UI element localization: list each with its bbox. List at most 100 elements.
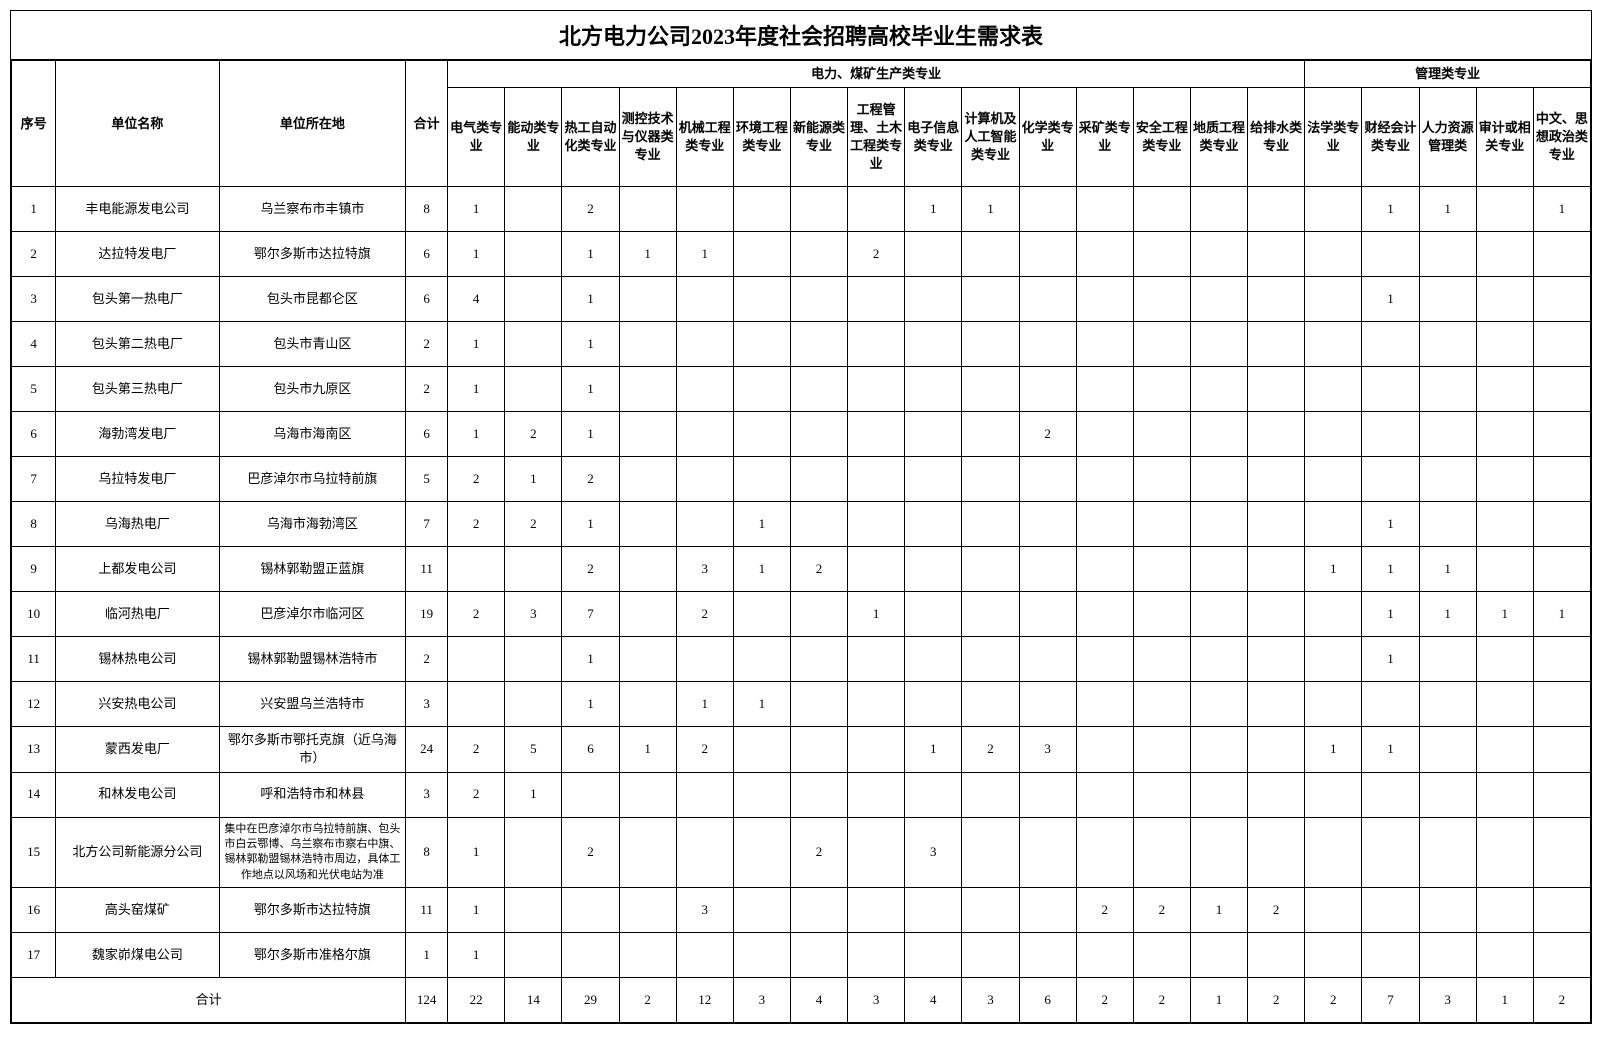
- cell-value: [1190, 933, 1247, 978]
- cell-value: [448, 637, 505, 682]
- cell-value: [733, 322, 790, 367]
- cell-value: 4: [448, 277, 505, 322]
- cell-total: 11: [406, 547, 448, 592]
- cell-value: [1019, 592, 1076, 637]
- table-row: 13蒙西发电厂鄂尔多斯市鄂托克旗（近乌海市）242561212311: [12, 727, 1591, 772]
- footer-value: 3: [733, 978, 790, 1023]
- cell-value: [1133, 277, 1190, 322]
- cell-value: [848, 547, 905, 592]
- cell-unit-location: 鄂尔多斯市达拉特旗: [219, 232, 406, 277]
- cell-value: [1133, 502, 1190, 547]
- cell-value: [848, 502, 905, 547]
- footer-value: 2: [1133, 978, 1190, 1023]
- cell-value: 1: [1362, 277, 1419, 322]
- cell-value: [905, 502, 962, 547]
- cell-index: 16: [12, 888, 56, 933]
- cell-total: 19: [406, 592, 448, 637]
- cell-value: [1419, 502, 1476, 547]
- cell-index: 11: [12, 637, 56, 682]
- cell-value: [1476, 322, 1533, 367]
- cell-value: 3: [676, 547, 733, 592]
- cell-value: [1248, 682, 1305, 727]
- cell-value: 1: [733, 502, 790, 547]
- cell-value: [1362, 933, 1419, 978]
- cell-value: [848, 727, 905, 772]
- cell-value: [1305, 277, 1362, 322]
- cell-index: 4: [12, 322, 56, 367]
- cell-value: [1133, 367, 1190, 412]
- cell-value: 1: [562, 637, 619, 682]
- cell-value: [1133, 322, 1190, 367]
- cell-value: [905, 367, 962, 412]
- cell-value: [1248, 933, 1305, 978]
- cell-value: [1248, 637, 1305, 682]
- cell-value: [1076, 637, 1133, 682]
- cell-value: [1248, 502, 1305, 547]
- cell-value: [619, 637, 676, 682]
- cell-value: 1: [1533, 187, 1590, 232]
- col-header-spec-8: 电子信息类专业: [905, 88, 962, 187]
- col-header-spec-13: 地质工程类专业: [1190, 88, 1247, 187]
- cell-value: [790, 322, 847, 367]
- table-row: 6海勃湾发电厂乌海市海南区61212: [12, 412, 1591, 457]
- cell-value: [1305, 412, 1362, 457]
- cell-value: [1190, 367, 1247, 412]
- col-header-spec-18: 审计或相关专业: [1476, 88, 1533, 187]
- footer-value: 14: [505, 978, 562, 1023]
- demand-table: 序号 单位名称 单位所在地 合计 电力、煤矿生产类专业 管理类专业 电气类专业能…: [11, 60, 1591, 1023]
- cell-value: [505, 637, 562, 682]
- cell-value: [1362, 457, 1419, 502]
- cell-unit-name: 乌拉特发电厂: [56, 457, 219, 502]
- cell-value: [1419, 727, 1476, 772]
- cell-index: 7: [12, 457, 56, 502]
- cell-value: [505, 367, 562, 412]
- col-header-spec-17: 人力资源管理类: [1419, 88, 1476, 187]
- cell-total: 2: [406, 637, 448, 682]
- cell-unit-location: 鄂尔多斯市准格尔旗: [219, 933, 406, 978]
- col-header-total: 合计: [406, 61, 448, 187]
- cell-value: 1: [562, 277, 619, 322]
- cell-value: 1: [1305, 547, 1362, 592]
- cell-value: 1: [619, 727, 676, 772]
- footer-total: 124: [406, 978, 448, 1023]
- cell-value: [905, 888, 962, 933]
- cell-value: [1019, 933, 1076, 978]
- col-header-spec-1: 能动类专业: [505, 88, 562, 187]
- cell-value: [733, 367, 790, 412]
- col-header-spec-11: 采矿类专业: [1076, 88, 1133, 187]
- col-header-spec-7: 工程管理、土木工程类专业: [848, 88, 905, 187]
- cell-value: 2: [562, 547, 619, 592]
- cell-value: [562, 933, 619, 978]
- cell-value: [1476, 277, 1533, 322]
- cell-value: [905, 322, 962, 367]
- cell-value: [790, 682, 847, 727]
- cell-value: [1305, 592, 1362, 637]
- cell-value: [1248, 322, 1305, 367]
- cell-value: 2: [448, 502, 505, 547]
- cell-unit-location: 鄂尔多斯市达拉特旗: [219, 888, 406, 933]
- table-row: 1丰电能源发电公司乌兰察布市丰镇市81211111: [12, 187, 1591, 232]
- cell-value: [1248, 232, 1305, 277]
- cell-value: [1190, 412, 1247, 457]
- cell-total: 2: [406, 367, 448, 412]
- col-header-spec-15: 法学类专业: [1305, 88, 1362, 187]
- cell-unit-location: 巴彦淖尔市临河区: [219, 592, 406, 637]
- col-header-spec-6: 新能源类专业: [790, 88, 847, 187]
- cell-value: [1190, 772, 1247, 817]
- cell-value: [1248, 772, 1305, 817]
- cell-value: [1190, 322, 1247, 367]
- cell-value: 1: [1362, 727, 1419, 772]
- col-header-spec-5: 环境工程类专业: [733, 88, 790, 187]
- cell-value: [619, 592, 676, 637]
- table-row: 11锡林热电公司锡林郭勒盟锡林浩特市211: [12, 637, 1591, 682]
- cell-value: [1476, 187, 1533, 232]
- footer-value: 3: [962, 978, 1019, 1023]
- cell-value: [905, 547, 962, 592]
- cell-value: 1: [1476, 592, 1533, 637]
- cell-value: [1362, 682, 1419, 727]
- cell-value: [1190, 682, 1247, 727]
- cell-value: 1: [448, 888, 505, 933]
- cell-index: 6: [12, 412, 56, 457]
- cell-value: [448, 547, 505, 592]
- cell-unit-location: 巴彦淖尔市乌拉特前旗: [219, 457, 406, 502]
